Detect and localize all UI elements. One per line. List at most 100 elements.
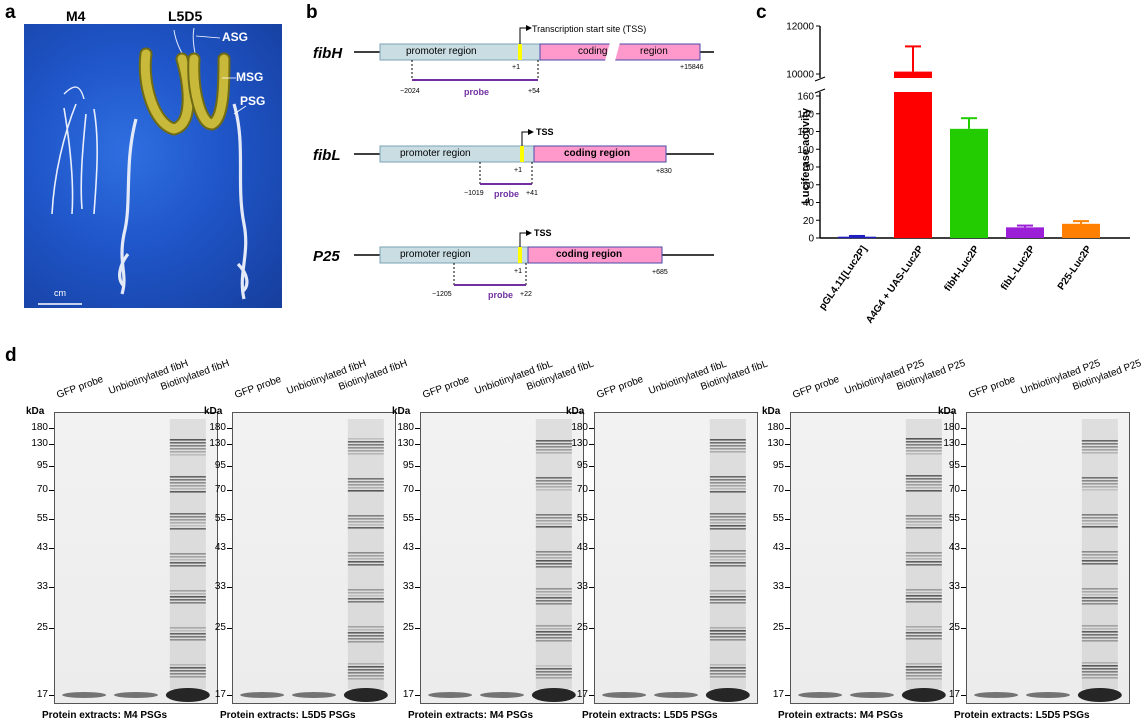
band — [1081, 517, 1118, 519]
p25-probe-label: probe — [488, 290, 514, 300]
kda-tick — [589, 548, 594, 550]
band — [347, 515, 384, 517]
bar — [838, 236, 876, 239]
kda-header: kDa — [204, 406, 223, 417]
band — [347, 592, 384, 594]
band — [347, 638, 384, 640]
band — [535, 597, 572, 599]
band — [709, 448, 746, 450]
dye-front-band — [901, 688, 946, 702]
kda-tick — [227, 628, 232, 630]
band — [535, 440, 572, 442]
gel-caption: Protein extracts: L5D5 PSGs — [582, 710, 718, 721]
band — [905, 527, 942, 529]
p25-gene-diagram — [354, 230, 714, 286]
kda-tick — [589, 465, 594, 467]
band — [535, 551, 572, 553]
band — [709, 673, 746, 675]
band — [1081, 514, 1118, 516]
kda-tick — [49, 519, 54, 521]
band — [169, 448, 206, 450]
gene-name-fibh: fibH — [313, 45, 343, 62]
band — [347, 561, 384, 563]
fibh-end-label: +15846 — [680, 64, 704, 71]
fibl-promoter-label: promoter region — [400, 148, 471, 159]
p25-tss-label: TSS — [534, 228, 552, 238]
band — [169, 590, 206, 592]
band — [905, 447, 942, 449]
fibl-tss-label: TSS — [536, 127, 554, 137]
y-tick-label: 10000 — [786, 70, 814, 81]
band — [709, 565, 746, 567]
dye-front-band — [428, 692, 473, 698]
band — [535, 557, 572, 559]
kda-marker-label: 43 — [36, 542, 48, 554]
band — [1081, 640, 1118, 642]
band — [347, 632, 384, 634]
fibh-gene-diagram — [354, 25, 714, 81]
luciferase-bar-chart: 0 20 40 60 80 100 120 140 160 10000 12000 — [786, 22, 1130, 245]
kda-marker-label: 95 — [576, 459, 588, 471]
band — [535, 523, 572, 525]
band — [347, 453, 384, 455]
band — [535, 600, 572, 602]
band — [709, 667, 746, 669]
band — [1081, 603, 1118, 605]
band — [169, 593, 206, 595]
band — [347, 669, 384, 671]
band — [535, 443, 572, 445]
bar — [1006, 227, 1044, 238]
band — [709, 556, 746, 558]
kda-tick — [415, 519, 420, 521]
band — [347, 675, 384, 677]
band — [709, 488, 746, 490]
band — [905, 629, 942, 631]
asg-label: ASG — [222, 30, 249, 44]
kda-tick — [227, 519, 232, 521]
band — [169, 599, 206, 601]
kda-tick — [49, 443, 54, 445]
band — [347, 490, 384, 492]
band — [169, 670, 206, 672]
band — [709, 491, 746, 493]
band — [905, 598, 942, 600]
band — [905, 450, 942, 452]
gel-lanes — [798, 419, 946, 702]
kda-marker-label: 180 — [767, 421, 784, 433]
band — [535, 588, 572, 590]
dye-front-band — [974, 692, 1019, 698]
band — [905, 589, 942, 591]
band — [1081, 668, 1118, 670]
kda-marker-label: 95 — [36, 459, 48, 471]
band — [1081, 480, 1118, 482]
axis-break-mark — [814, 76, 826, 82]
dye-front-band — [1077, 688, 1122, 702]
band — [169, 525, 206, 527]
fibl-plus1: +1 — [514, 167, 522, 174]
p25-coding-label: coding region — [556, 249, 623, 260]
band — [905, 558, 942, 560]
band — [709, 664, 746, 666]
gene-name-fibl: fibL — [313, 147, 341, 164]
band — [535, 628, 572, 630]
band — [1081, 677, 1118, 679]
kda-tick — [961, 465, 966, 467]
kda-marker-label: 95 — [948, 459, 960, 471]
fibh-tss-label: Transcription start site (TSS) — [532, 24, 647, 34]
kda-tick — [589, 519, 594, 521]
band — [169, 596, 206, 598]
band — [1081, 560, 1118, 562]
fibh-probe-label: probe — [464, 87, 490, 97]
gel-image — [790, 412, 954, 704]
kda-tick — [49, 628, 54, 630]
band — [347, 564, 384, 566]
fibh-probe-start: −2024 — [400, 88, 420, 95]
band — [535, 554, 572, 556]
gel-image — [232, 412, 396, 704]
silk-gland-photo: ASG MSG PSG cm — [24, 24, 282, 308]
band — [905, 521, 942, 523]
kda-tick — [589, 628, 594, 630]
band — [535, 514, 572, 516]
band — [709, 553, 746, 555]
fibl-end-label: +830 — [656, 168, 672, 175]
